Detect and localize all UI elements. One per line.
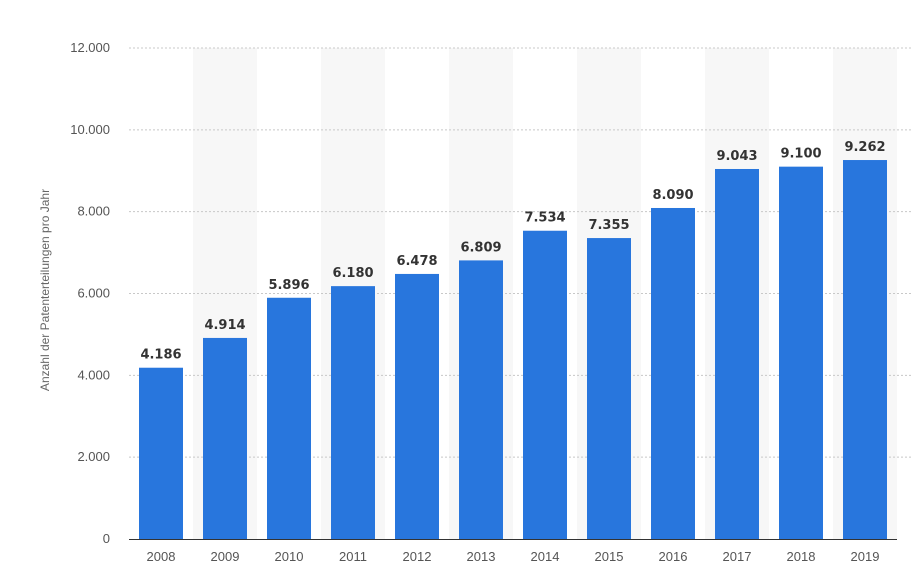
x-tick-label-2010: 2010 <box>275 549 304 564</box>
data-label-2010: 5.896 <box>268 278 309 293</box>
bar-2019 <box>843 160 887 539</box>
x-tick-label-2012: 2012 <box>403 549 432 564</box>
bar-2012 <box>395 273 439 539</box>
y-axis-title: Anzahl der Patenterteilungen pro Jahr <box>38 189 52 391</box>
data-label-2015: 7.355 <box>588 218 629 233</box>
bar-2015 <box>587 238 631 539</box>
data-label-2017: 9.043 <box>716 149 757 164</box>
x-tick-label-2011: 2011 <box>339 549 367 564</box>
data-label-2011: 6.180 <box>332 266 373 281</box>
bar-2010 <box>267 297 311 539</box>
bar-2009 <box>203 337 247 539</box>
y-tick-label: 2.000 <box>77 449 110 464</box>
x-tick-label-2015: 2015 <box>595 549 624 564</box>
x-tick-label-2018: 2018 <box>787 549 816 564</box>
x-tick-label-2008: 2008 <box>147 549 176 564</box>
y-tick-label: 6.000 <box>77 286 110 301</box>
bar-2008 <box>139 367 183 539</box>
bar-2014 <box>523 230 567 539</box>
y-tick-label: 0 <box>103 531 110 546</box>
data-label-2013: 6.809 <box>460 240 501 255</box>
x-tick-label-2019: 2019 <box>851 549 880 564</box>
data-label-2014: 7.534 <box>524 211 565 226</box>
bar-2018 <box>779 166 823 540</box>
x-tick-label-2009: 2009 <box>211 549 240 564</box>
data-label-2018: 9.100 <box>780 147 821 162</box>
bars <box>139 160 887 540</box>
data-label-2008: 4.186 <box>140 348 181 363</box>
x-axis-tick-labels: 2008 2009 2010 2011 2012 2013 2014 2015 2016 2017… <box>147 549 880 564</box>
y-tick-label: 10.000 <box>70 122 110 137</box>
y-tick-label: 4.000 <box>77 367 110 382</box>
y-tick-label: 8.000 <box>77 204 110 219</box>
bar-2013 <box>459 260 503 539</box>
x-tick-label-2013: 2013 <box>467 549 496 564</box>
y-axis-tick-labels: 0 2.000 4.000 6.000 8.000 10.000 12.000 <box>70 40 110 546</box>
y-tick-label: 12.000 <box>70 40 110 55</box>
bar-2016 <box>651 207 695 539</box>
bar-2011 <box>331 286 375 539</box>
x-tick-label-2017: 2017 <box>723 549 752 564</box>
data-label-2016: 8.090 <box>652 188 693 203</box>
bar-2017 <box>715 168 759 539</box>
x-tick-label-2016: 2016 <box>659 549 688 564</box>
x-tick-label-2014: 2014 <box>531 549 560 564</box>
data-labels: 4.186 4.914 5.896 6.180 6.478 6.809 7.534 7.355… <box>140 140 885 363</box>
data-label-2009: 4.914 <box>204 318 245 333</box>
data-label-2012: 6.478 <box>396 254 437 269</box>
data-label-2019: 9.262 <box>844 140 885 155</box>
